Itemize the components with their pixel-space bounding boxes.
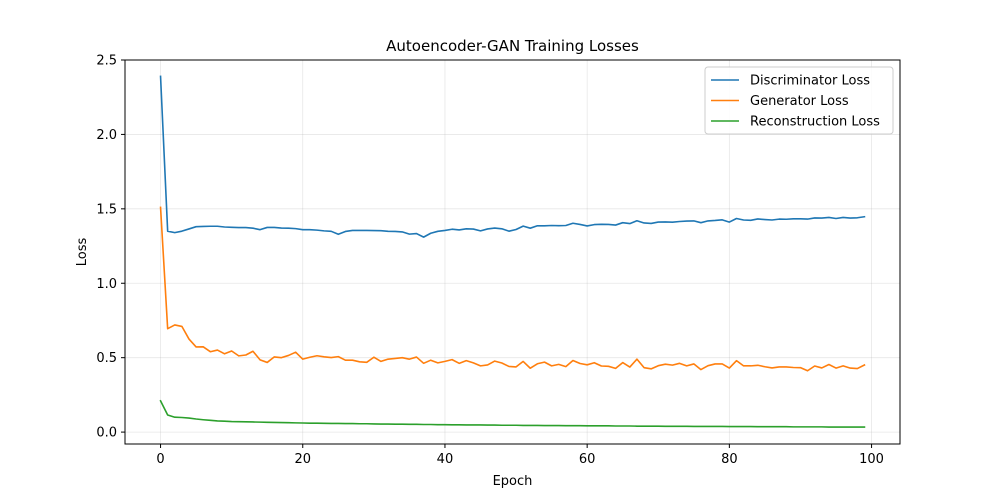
y-tick-label: 2.5 [96,54,117,69]
y-tick-label: 0.5 [96,351,117,366]
y-axis-title: Loss [75,238,90,267]
legend: Discriminator Loss Generator Loss Reconstr… [704,66,894,135]
plot-frame [124,59,901,445]
x-tick-label: 80 [721,452,738,467]
legend-label-generator-loss: Generator Loss [750,94,849,109]
x-tick-label: 100 [859,452,884,467]
legend-label-discriminator-loss: Discriminator Loss [750,74,870,89]
x-tick-label: 20 [294,452,311,467]
x-axis-title: Epoch [493,474,533,489]
x-tick-label: 0 [156,452,164,467]
y-tick-label: 1.0 [96,277,117,292]
legend-box [704,66,894,135]
x-tick-label: 40 [437,452,454,467]
series-layer [159,75,866,428]
reconstruction-loss-line [159,399,866,428]
y-axis: 0.0 0.5 1.0 1.5 2.0 2.5 [96,54,125,441]
x-tick-label: 60 [579,452,596,467]
y-tick-label: 1.5 [96,202,117,217]
generator-loss-line [159,206,866,372]
y-tick-label: 0.0 [96,426,117,441]
y-tick-label: 2.0 [96,128,117,143]
legend-label-reconstruction-loss: Reconstruction Loss [750,115,880,130]
chart-title: Autoencoder-GAN Training Losses [386,37,639,55]
discriminator-loss-line [159,75,866,238]
x-axis: 0 20 40 60 80 100 [156,444,884,467]
